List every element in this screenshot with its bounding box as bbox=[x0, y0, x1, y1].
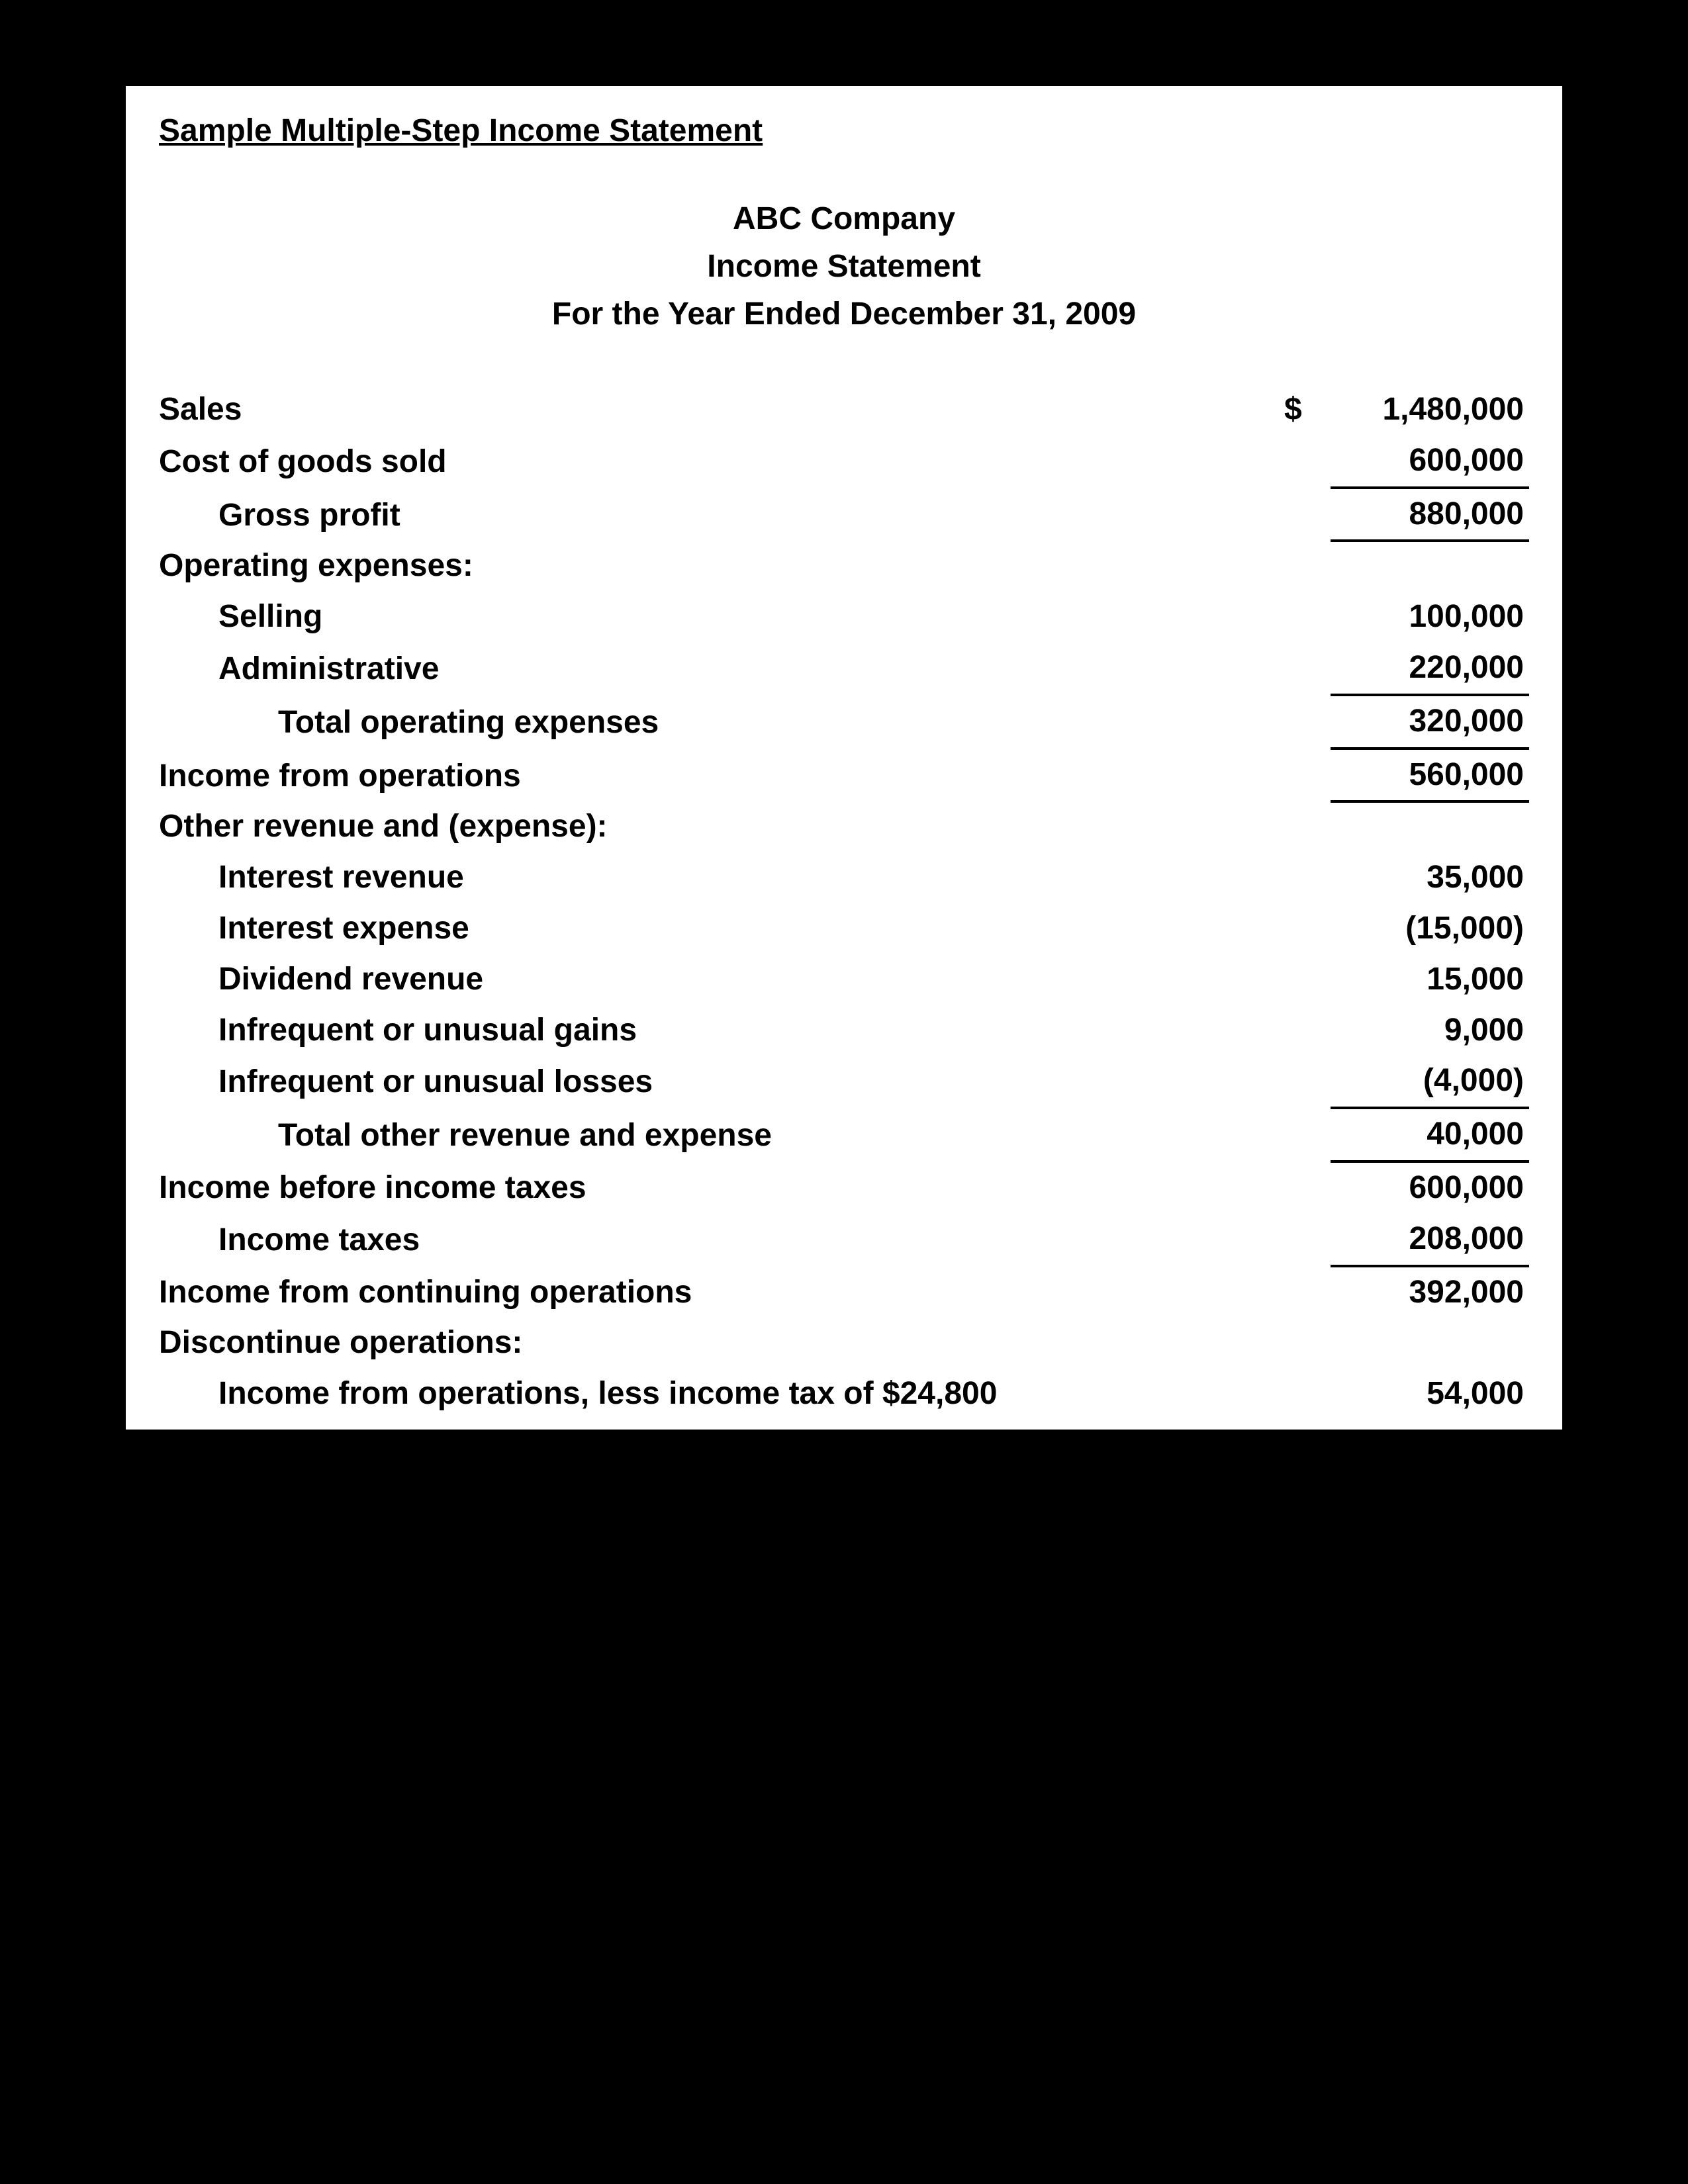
label-other-header: Other revenue and (expense): bbox=[159, 801, 1271, 852]
label-administrative: Administrative bbox=[159, 643, 1271, 695]
label-gross-profit: Gross profit bbox=[159, 488, 1271, 541]
value-disc-loss: (90,000) bbox=[1331, 1420, 1529, 1472]
row-total-other: Total other revenue and expense 40,000 bbox=[159, 1108, 1529, 1161]
row-income-from-ops: Income from operations 560,000 bbox=[159, 749, 1529, 802]
row-selling: Selling 100,000 bbox=[159, 592, 1529, 643]
value-net-income: 311,000 bbox=[1331, 1629, 1529, 1682]
document-page: Sample Multiple-Step Income Statement AB… bbox=[126, 86, 1562, 1430]
value-income-taxes: 208,000 bbox=[1331, 1214, 1529, 1266]
value-total-disc: (36,000) bbox=[1331, 1472, 1529, 1525]
value-income-before-tax: 600,000 bbox=[1331, 1161, 1529, 1214]
value-total-opex: 320,000 bbox=[1331, 695, 1529, 749]
row-interest-expense: Interest expense (15,000) bbox=[159, 903, 1529, 954]
label-disc-income: Income from operations, less income tax … bbox=[159, 1369, 1271, 1420]
row-disc-income: Income from operations, less income tax … bbox=[159, 1369, 1529, 1420]
income-statement-table: Sales $ 1,480,000 Cost of goods sold 600… bbox=[159, 385, 1529, 1690]
row-total-opex: Total operating expenses 320,000 bbox=[159, 695, 1529, 749]
label-total-disc: Total discontinued operations bbox=[159, 1472, 1271, 1525]
row-unusual-gains: Infrequent or unusual gains 9,000 bbox=[159, 1005, 1529, 1056]
value-selling: 100,000 bbox=[1331, 592, 1529, 643]
row-gross-profit: Gross profit 880,000 bbox=[159, 488, 1529, 541]
value-unusual-losses: (4,000) bbox=[1331, 1056, 1529, 1108]
value-interest-revenue: 35,000 bbox=[1331, 852, 1529, 903]
value-income-from-ops: 560,000 bbox=[1331, 749, 1529, 802]
value-unusual-gains: 9,000 bbox=[1331, 1005, 1529, 1056]
row-income-continuing: Income from continuing operations 392,00… bbox=[159, 1266, 1529, 1318]
label-income-before-tax: Income before income taxes bbox=[159, 1161, 1271, 1214]
header-block: ABC Company Income Statement For the Yea… bbox=[159, 195, 1529, 338]
row-income-taxes: Income taxes 208,000 bbox=[159, 1214, 1529, 1266]
label-discontinue-header: Discontinue operations: bbox=[159, 1318, 1271, 1369]
row-interest-revenue: Interest revenue 35,000 bbox=[159, 852, 1529, 903]
currency-symbol-bottom: $ bbox=[1271, 1629, 1331, 1682]
row-income-before-extra: Income before extraordinary item 356,000 bbox=[159, 1525, 1529, 1578]
label-opex-header: Operating expenses: bbox=[159, 541, 1271, 592]
label-disc-loss: Loss on disposal, less income tax of $41… bbox=[159, 1420, 1271, 1472]
row-other-header: Other revenue and (expense): bbox=[159, 801, 1529, 852]
value-dividend-revenue: 15,000 bbox=[1331, 954, 1529, 1005]
double-underline bbox=[1271, 1682, 1529, 1690]
row-extraordinary: Extraordinary item, less income tax of $… bbox=[159, 1577, 1529, 1629]
value-disc-income: 54,000 bbox=[1331, 1369, 1529, 1420]
row-dividend-revenue: Dividend revenue 15,000 bbox=[159, 954, 1529, 1005]
label-income-continuing: Income from continuing operations bbox=[159, 1266, 1271, 1318]
value-gross-profit: 880,000 bbox=[1331, 488, 1529, 541]
label-sales: Sales bbox=[159, 385, 1271, 435]
document-title: Sample Multiple-Step Income Statement bbox=[159, 113, 1529, 149]
row-discontinue-header: Discontinue operations: bbox=[159, 1318, 1529, 1369]
value-administrative: 220,000 bbox=[1331, 643, 1529, 695]
row-administrative: Administrative 220,000 bbox=[159, 643, 1529, 695]
row-cogs: Cost of goods sold 600,000 bbox=[159, 435, 1529, 488]
row-total-disc: Total discontinued operations (36,000) bbox=[159, 1472, 1529, 1525]
label-selling: Selling bbox=[159, 592, 1271, 643]
label-unusual-gains: Infrequent or unusual gains bbox=[159, 1005, 1271, 1056]
company-name: ABC Company bbox=[159, 195, 1529, 243]
currency-symbol: $ bbox=[1271, 385, 1331, 435]
value-interest-expense: (15,000) bbox=[1331, 903, 1529, 954]
row-unusual-losses: Infrequent or unusual losses (4,000) bbox=[159, 1056, 1529, 1108]
row-opex-header: Operating expenses: bbox=[159, 541, 1529, 592]
statement-type: Income Statement bbox=[159, 243, 1529, 291]
label-interest-expense: Interest expense bbox=[159, 903, 1271, 954]
label-unusual-losses: Infrequent or unusual losses bbox=[159, 1056, 1271, 1108]
row-income-before-tax: Income before income taxes 600,000 bbox=[159, 1161, 1529, 1214]
label-extraordinary: Extraordinary item, less income tax of $… bbox=[159, 1577, 1271, 1629]
label-cogs: Cost of goods sold bbox=[159, 435, 1271, 488]
label-income-before-extra: Income before extraordinary item bbox=[159, 1525, 1271, 1578]
value-cogs: 600,000 bbox=[1331, 435, 1529, 488]
period: For the Year Ended December 31, 2009 bbox=[159, 291, 1529, 338]
value-extraordinary: (45,000) bbox=[1331, 1577, 1529, 1629]
value-income-continuing: 392,000 bbox=[1331, 1266, 1529, 1318]
row-disc-loss: Loss on disposal, less income tax of $41… bbox=[159, 1420, 1529, 1472]
label-total-other: Total other revenue and expense bbox=[159, 1108, 1271, 1161]
label-total-opex: Total operating expenses bbox=[159, 695, 1271, 749]
row-double-underline bbox=[159, 1682, 1529, 1690]
row-sales: Sales $ 1,480,000 bbox=[159, 385, 1529, 435]
label-interest-revenue: Interest revenue bbox=[159, 852, 1271, 903]
value-income-before-extra: 356,000 bbox=[1331, 1525, 1529, 1578]
label-dividend-revenue: Dividend revenue bbox=[159, 954, 1271, 1005]
label-income-from-ops: Income from operations bbox=[159, 749, 1271, 802]
value-total-other: 40,000 bbox=[1331, 1108, 1529, 1161]
label-net-income: Net income bbox=[159, 1629, 1271, 1682]
value-sales: 1,480,000 bbox=[1331, 385, 1529, 435]
row-net-income: Net income $ 311,000 bbox=[159, 1629, 1529, 1682]
label-income-taxes: Income taxes bbox=[159, 1214, 1271, 1266]
